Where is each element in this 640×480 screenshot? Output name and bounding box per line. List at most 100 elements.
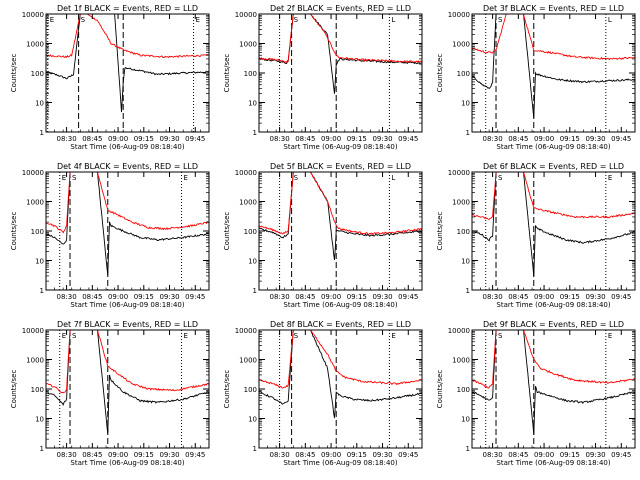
panel: Det 5f BLACK = Events, RED = LLD S L 1 10 100… xyxy=(223,162,423,309)
y-tick-label: 10000 xyxy=(235,11,257,19)
y-tick-label: 1 xyxy=(40,129,44,137)
x-tick-label: 09:45 xyxy=(611,451,631,459)
y-tick-label: 1 xyxy=(40,287,44,295)
x-tick-label: 08:45 xyxy=(508,293,528,301)
series-line xyxy=(472,14,635,61)
y-tick-label: 10 xyxy=(248,416,257,424)
marker-label: L xyxy=(391,174,395,182)
marker-label: S xyxy=(81,16,86,24)
x-axis-label: Start Time (06-Aug-09 08:18:40) xyxy=(283,459,397,467)
y-tick-label: 1000 xyxy=(26,357,44,365)
series-line xyxy=(472,330,635,389)
panel: Det 6f BLACK = Events, RED = LLD S E 1 10 100… xyxy=(436,162,636,309)
marker-label: S xyxy=(294,332,299,340)
x-tick-label: 09:00 xyxy=(321,135,341,143)
marker-label: S xyxy=(498,16,503,24)
series-line xyxy=(46,172,209,234)
y-tick-label: 100 xyxy=(244,228,257,236)
series-line xyxy=(259,330,422,389)
x-tick-label: 09:00 xyxy=(108,293,128,301)
x-tick-label: 08:45 xyxy=(295,293,315,301)
y-axis-label: Counts/sec xyxy=(10,370,18,409)
series-line xyxy=(472,172,635,277)
x-tick-label: 09:15 xyxy=(560,293,580,301)
marker-label: E xyxy=(608,332,612,340)
y-tick-label: 1 xyxy=(466,287,470,295)
x-tick-label: 09:30 xyxy=(585,293,605,301)
x-tick-label: 09:15 xyxy=(560,135,580,143)
x-tick-label: 09:30 xyxy=(372,135,392,143)
x-tick-label: 09:00 xyxy=(321,451,341,459)
x-tick-label: 09:45 xyxy=(398,451,418,459)
y-tick-label: 1000 xyxy=(239,41,257,49)
x-tick-label: 09:45 xyxy=(185,451,205,459)
x-tick-label: 09:30 xyxy=(159,451,179,459)
y-tick-label: 100 xyxy=(244,70,257,78)
panel-title: Det 4f BLACK = Events, RED = LLD xyxy=(57,162,198,171)
x-tick-label: 09:30 xyxy=(585,451,605,459)
y-tick-label: 1000 xyxy=(26,199,44,207)
panel-title: Det 5f BLACK = Events, RED = LLD xyxy=(270,162,411,171)
x-tick-label: 09:00 xyxy=(321,293,341,301)
marker-label: S xyxy=(498,174,503,182)
x-tick-label: 08:30 xyxy=(56,451,76,459)
x-tick-label: 08:45 xyxy=(508,135,528,143)
panel-title: Det 2f BLACK = Events, RED = LLD xyxy=(270,4,411,13)
x-tick-label: 09:15 xyxy=(560,451,580,459)
y-axis-label: Counts/sec xyxy=(223,370,231,409)
x-tick-label: 08:45 xyxy=(82,135,102,143)
x-tick-label: 08:45 xyxy=(82,293,102,301)
y-axis-label: Counts/sec xyxy=(223,54,231,93)
y-tick-label: 10 xyxy=(461,416,470,424)
y-tick-label: 100 xyxy=(244,386,257,394)
marker-label: E xyxy=(391,332,395,340)
marker-label: E xyxy=(196,16,200,24)
x-tick-label: 09:00 xyxy=(534,451,554,459)
y-tick-label: 10 xyxy=(461,100,470,108)
x-tick-label: 08:30 xyxy=(269,451,289,459)
x-tick-label: 09:15 xyxy=(134,293,154,301)
x-tick-label: 09:30 xyxy=(372,451,392,459)
marker-label: S xyxy=(294,16,299,24)
marker-label: S xyxy=(294,174,299,182)
y-tick-label: 1000 xyxy=(26,41,44,49)
panel-title: Det 7f BLACK = Events, RED = LLD xyxy=(57,320,198,329)
x-tick-label: 09:15 xyxy=(347,451,367,459)
y-tick-label: 1 xyxy=(466,129,470,137)
y-tick-label: 100 xyxy=(457,70,470,78)
x-tick-label: 09:00 xyxy=(108,451,128,459)
series-line xyxy=(46,14,209,113)
y-axis-label: Counts/sec xyxy=(223,212,231,251)
x-tick-label: 08:30 xyxy=(482,293,502,301)
x-tick-label: 09:15 xyxy=(134,135,154,143)
y-tick-label: 10000 xyxy=(22,327,44,335)
y-tick-label: 10000 xyxy=(448,11,470,19)
y-axis-label: Counts/sec xyxy=(436,212,444,251)
x-tick-label: 08:30 xyxy=(482,451,502,459)
x-axis-label: Start Time (06-Aug-09 08:18:40) xyxy=(283,301,397,309)
y-axis-label: Counts/sec xyxy=(436,54,444,93)
x-tick-label: 09:45 xyxy=(611,135,631,143)
panel-title: Det 1f BLACK = Events, RED = LLD xyxy=(57,4,198,13)
x-tick-label: 09:00 xyxy=(108,135,128,143)
marker-label: E xyxy=(50,16,54,24)
y-tick-label: 100 xyxy=(31,70,44,78)
series-line xyxy=(259,14,422,94)
y-tick-label: 10000 xyxy=(448,169,470,177)
x-tick-label: 09:30 xyxy=(372,293,392,301)
x-axis-label: Start Time (06-Aug-09 08:18:40) xyxy=(70,459,184,467)
panel-title: Det 9f BLACK = Events, RED = LLD xyxy=(483,320,624,329)
marker-label: E xyxy=(608,174,612,182)
series-line xyxy=(259,172,422,261)
x-tick-label: 09:45 xyxy=(611,293,631,301)
y-tick-label: 10 xyxy=(35,258,44,266)
x-tick-label: 09:15 xyxy=(347,135,367,143)
series-line xyxy=(46,330,209,434)
y-tick-label: 10000 xyxy=(22,169,44,177)
x-axis-label: Start Time (06-Aug-09 08:18:40) xyxy=(496,143,610,151)
x-tick-label: 08:45 xyxy=(508,451,528,459)
